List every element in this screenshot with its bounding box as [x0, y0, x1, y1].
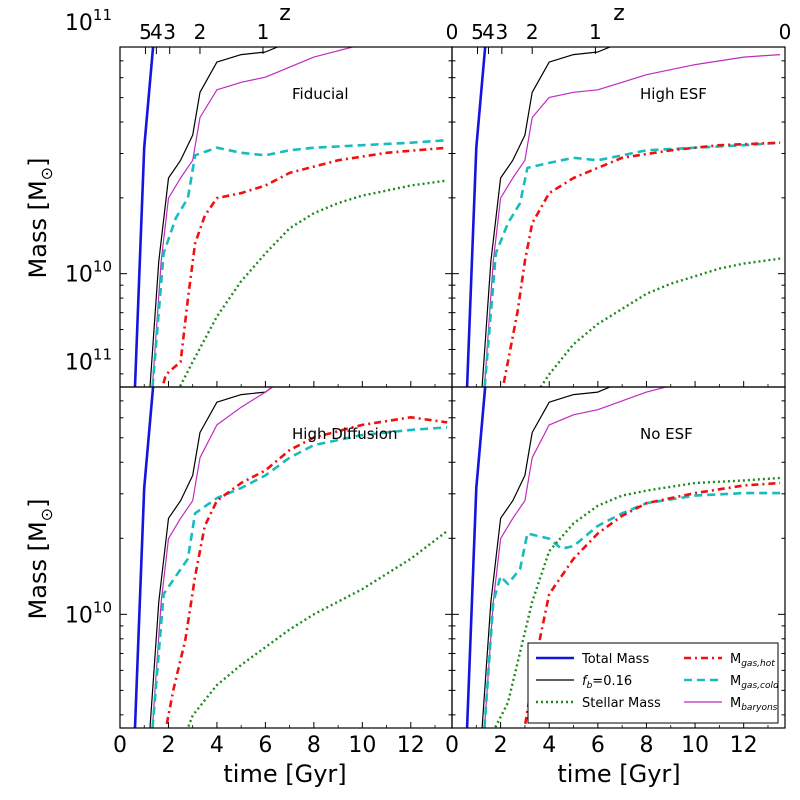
series-line-total: [133, 387, 155, 728]
x-tick-label: 12: [730, 733, 758, 758]
series-line-baryons: [151, 387, 274, 728]
y-tick-label: 1011: [65, 6, 112, 36]
x-tick-label: 0: [445, 733, 459, 758]
z-tick-label: 2: [194, 20, 207, 44]
z-tick-label: 0: [446, 20, 459, 44]
z-tick-label: 1: [257, 20, 270, 44]
series-line-hot: [523, 481, 781, 728]
x-tick-label: 10: [348, 733, 376, 758]
legend: Total Mass fb=0.16 Stellar Mass Mgas,hot Mga…: [527, 642, 779, 724]
x-tick-label: 12: [397, 733, 425, 758]
x-tick-label: 0: [113, 733, 127, 758]
z-tick-label: 3: [495, 20, 508, 44]
series-line-stellar: [186, 530, 448, 728]
z-tick-label: 5: [471, 20, 484, 44]
series-line-cold: [483, 141, 781, 387]
legend-label-baryons: Mbaryons: [730, 696, 778, 713]
series-line-cold: [151, 138, 448, 387]
legend-label-hot: Mgas,hot: [730, 652, 775, 669]
panel-frame: [451, 46, 786, 388]
y-axis-label-top: Mass [M⊙]: [24, 158, 56, 279]
z-tick-label: 3: [163, 20, 176, 44]
series-line-fb: [149, 47, 280, 387]
z-axis-label-left: z: [279, 1, 291, 26]
series-line-hot: [501, 141, 781, 387]
x-tick-label: 10: [681, 733, 709, 758]
z-tick-label: 4: [482, 20, 495, 44]
panel-4: 0 2 4 6 8 10 12 No ESF: [445, 386, 786, 758]
z-tick-label: 2: [526, 20, 539, 44]
z-tick-label: 1: [589, 20, 602, 44]
panel-frame: [119, 386, 453, 729]
x-tick-label: 6: [258, 733, 272, 758]
series-line-baryons: [483, 387, 669, 728]
panel-frame: [119, 46, 453, 388]
x-tick-label: 8: [307, 733, 321, 758]
panel-title: High ESF: [640, 85, 707, 103]
x-axis-label-right: time [Gyr]: [557, 760, 680, 788]
series-line-total: [133, 47, 155, 387]
series-line-fb: [481, 387, 612, 728]
series-line-hot: [164, 416, 448, 728]
series-line-baryons: [483, 54, 781, 387]
series-line-fb: [149, 387, 274, 728]
z-tick-label: 5: [139, 20, 152, 44]
y-tick-label: 1010: [65, 258, 112, 288]
x-tick-label: 2: [161, 733, 175, 758]
legend-label-total: Total Mass: [581, 652, 649, 667]
panel-2: 54 3 2 1 0 High ESF: [451, 20, 792, 388]
panel-title: Fiducial: [292, 85, 349, 103]
panel-title: No ESF: [640, 425, 693, 443]
x-tick-label: 8: [639, 733, 653, 758]
series-line-hot: [161, 146, 448, 387]
legend-box: [527, 642, 779, 724]
z-axis-label-right: z: [613, 1, 625, 26]
x-tick-label: 4: [210, 733, 224, 758]
series-line-fb: [481, 47, 612, 387]
panel-frame: [451, 386, 786, 729]
legend-label-cold: Mgas,cold: [730, 674, 779, 691]
y-axis-label-bottom: Mass [M⊙]: [24, 499, 56, 620]
series-line-stellar: [539, 257, 781, 387]
series-line-stellar: [178, 179, 448, 387]
x-tick-label: 2: [494, 733, 508, 758]
legend-label-fb: fb=0.16: [582, 674, 632, 691]
series-line-baryons: [151, 47, 356, 387]
y-tick-label: 1011: [65, 346, 112, 376]
series-line-total: [465, 47, 487, 387]
z-tick-label: 0: [779, 20, 792, 44]
legend-label-stellar: Stellar Mass: [582, 696, 661, 711]
panel-title: High Diffusion: [292, 425, 397, 443]
x-tick-label: 6: [591, 733, 605, 758]
x-axis-label-left: time [Gyr]: [223, 760, 346, 788]
series-line-stellar: [493, 476, 781, 728]
y-tick-label: 1010: [65, 598, 112, 628]
series-line-cold: [151, 426, 448, 728]
panel-3: 1010 1011 0 2 4 6 8 10 12 High Diffusion: [65, 346, 453, 758]
series-line-cold: [483, 491, 781, 728]
z-tick-label: 4: [150, 20, 163, 44]
x-tick-label: 4: [542, 733, 556, 758]
